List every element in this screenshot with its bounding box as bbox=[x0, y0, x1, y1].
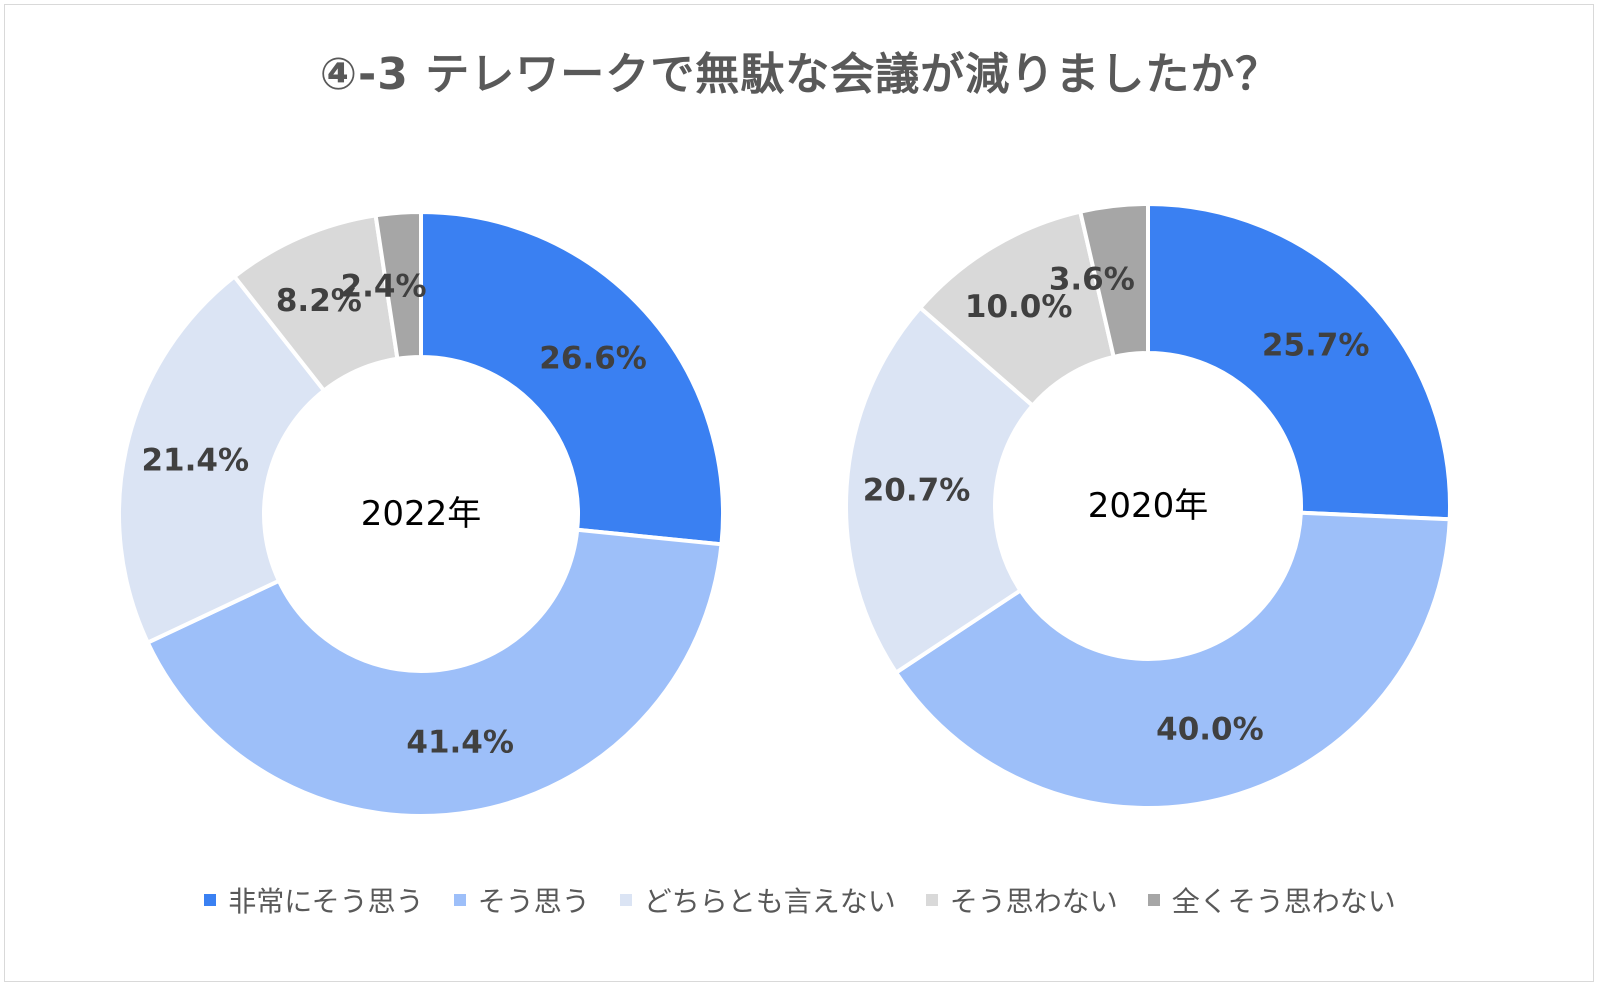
data-label-1-5: 2.4% bbox=[341, 269, 427, 305]
legend: 非常にそう思う そう思う どちらとも言えない そう思わない 全くそう思わない bbox=[0, 880, 1600, 920]
legend-item-4: そう思わない bbox=[925, 880, 1118, 920]
donut-chart-2: 25.7% 40.0% 20.7% 10.0%3.6% 2020年 bbox=[844, 201, 1452, 810]
legend-item-2: そう思う bbox=[453, 880, 590, 920]
data-label-2-1: 25.7% bbox=[1262, 328, 1370, 364]
donut-chart-1: 26.6% 41.4% 21.4% 8.2%2.4% 2022年 bbox=[117, 209, 725, 818]
donut-slice-2-2 bbox=[893, 510, 1452, 810]
legend-label: 非常にそう思う bbox=[228, 885, 424, 918]
legend-label: そう思う bbox=[477, 885, 590, 918]
legend-item-5: 全くそう思わない bbox=[1147, 880, 1396, 920]
donut-slice-1-1 bbox=[419, 209, 725, 547]
data-label-2-5: 3.6% bbox=[1049, 261, 1135, 297]
data-label-2-3: 20.7% bbox=[863, 473, 971, 509]
legend-swatch bbox=[619, 894, 632, 906]
legend-swatch bbox=[453, 894, 466, 906]
legend-swatch bbox=[204, 894, 217, 906]
legend-swatch bbox=[925, 894, 938, 906]
donut-slice-1-5 bbox=[373, 209, 423, 362]
legend-item-1: 非常にそう思う bbox=[204, 880, 424, 920]
center-label-1: 2022年 bbox=[361, 494, 482, 534]
donut-slice-2-3 bbox=[844, 304, 1036, 676]
data-label-2-4: 10.0% bbox=[965, 289, 1073, 325]
legend-label: どちらとも言えない bbox=[643, 885, 896, 918]
legend-swatch bbox=[1147, 894, 1160, 906]
data-label-1-3: 21.4% bbox=[141, 443, 249, 479]
donut-slice-1-2 bbox=[145, 527, 724, 818]
donut-slice-2-1 bbox=[1146, 201, 1452, 522]
donut-slice-2-5 bbox=[1077, 201, 1150, 360]
legend-label: 全くそう思わない bbox=[1171, 885, 1396, 918]
legend-label: そう思わない bbox=[949, 885, 1118, 918]
chart-title: ④-3 テレワークで無駄な会議が減りましたか？ bbox=[319, 49, 1281, 100]
data-label-1-1: 26.6% bbox=[539, 340, 647, 376]
legend-item-3: どちらとも言えない bbox=[619, 880, 896, 920]
data-label-2-2: 40.0% bbox=[1156, 712, 1264, 748]
center-label-2: 2020年 bbox=[1088, 486, 1209, 526]
donut-slice-1-3 bbox=[117, 273, 327, 646]
data-label-1-2: 41.4% bbox=[406, 725, 514, 761]
data-label-1-4: 8.2% bbox=[276, 283, 362, 319]
